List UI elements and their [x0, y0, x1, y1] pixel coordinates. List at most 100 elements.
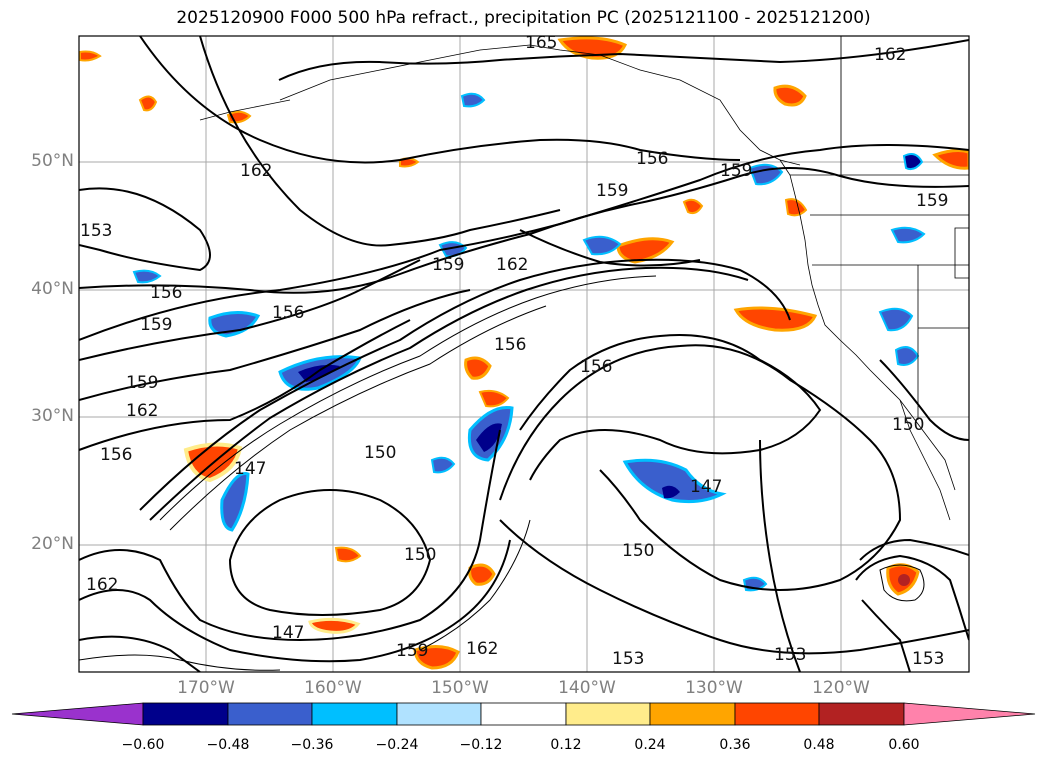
precip-patch [890, 226, 926, 244]
coastlines [199, 36, 969, 521]
contour-label: 159 [596, 181, 628, 201]
border-states [810, 36, 969, 420]
precip-patch [932, 149, 969, 170]
contour-line [499, 519, 969, 655]
coastline-us-west [804, 239, 956, 491]
precip-patch [582, 235, 622, 256]
contour-line [859, 538, 969, 561]
colorbar-tick-label: 0.36 [719, 737, 751, 753]
contour-label: 153 [774, 645, 806, 665]
contour-label: 150 [892, 415, 924, 435]
contour-line-thin [159, 275, 657, 521]
coastline-baja [899, 399, 951, 521]
colorbar-extend-high [903, 702, 1036, 726]
precip-patch [784, 198, 808, 217]
precip-patch [430, 456, 456, 474]
lat-label: 30°N [31, 406, 74, 426]
contour-label: 147 [690, 477, 722, 497]
contour-line [499, 344, 902, 591]
precip-patch [79, 50, 102, 62]
colorbar-tick-label: 0.12 [550, 737, 582, 753]
colorbar-segment [311, 702, 398, 726]
precip-patch [464, 356, 492, 380]
contour-line [879, 359, 969, 441]
contour-label: 162 [126, 401, 158, 421]
lon-label: 130°W [685, 678, 743, 698]
contour-line [139, 258, 791, 511]
colorbar-segment [142, 702, 229, 726]
contour-label: 150 [364, 443, 396, 463]
contour-line [149, 266, 749, 521]
precip-patch [334, 546, 362, 563]
contour-label: 153 [612, 649, 644, 669]
contour-line [759, 439, 801, 672]
graticule [79, 36, 969, 672]
lon-label: 150°W [431, 678, 489, 698]
contour-label: 156 [150, 283, 182, 303]
colorbar-segment [396, 702, 482, 726]
lat-label: 50°N [31, 151, 74, 171]
precip-patch [898, 574, 910, 586]
contour-line [228, 489, 432, 616]
contour-label: 156 [272, 303, 304, 323]
colorbar-extend-low [11, 702, 144, 726]
colorbar-tick-label: −0.60 [121, 737, 165, 753]
precip-patch [132, 269, 162, 284]
refractivity-contours-thin [79, 275, 925, 671]
contour-label: 156 [100, 445, 132, 465]
contour-label: 159 [720, 161, 752, 181]
lat-label: 40°N [31, 279, 74, 299]
precip-patch [220, 472, 250, 532]
contour-line [79, 539, 511, 663]
contour-line [199, 36, 561, 247]
contour-label: 159 [126, 373, 158, 393]
precip-patch [478, 389, 510, 408]
precip-patch [138, 95, 158, 112]
map-title: 2025120900 F000 500 hPa refract., precip… [176, 8, 871, 28]
contour-line-thin [879, 564, 925, 602]
colorbar-tick-label: −0.36 [290, 737, 334, 753]
colorbar-segment [565, 702, 651, 726]
colorbar-tick-label: 0.60 [888, 737, 920, 753]
contour-line-thin [169, 305, 547, 531]
precipitation-patches [79, 36, 969, 670]
colorbar-segment [734, 702, 820, 726]
colorbar-segment [818, 702, 905, 726]
lon-label: 170°W [177, 678, 235, 698]
contour-line [861, 599, 911, 672]
precip-patch [682, 198, 704, 215]
colorbar-tick-label: 0.48 [803, 737, 835, 753]
contour-line [79, 429, 501, 642]
contour-line [519, 334, 822, 481]
contour-line [79, 319, 411, 451]
lon-label: 140°W [558, 678, 616, 698]
contour-label: 165 [525, 33, 557, 53]
contour-label: 153 [912, 649, 944, 669]
precip-patch [733, 306, 818, 332]
contour-label: 159 [432, 255, 464, 275]
contour-label: 150 [404, 545, 436, 565]
colorbar [11, 702, 1036, 726]
precip-patch [468, 563, 496, 586]
contour-line [519, 229, 701, 267]
contour-label: 162 [240, 161, 272, 181]
contour-label: 162 [86, 575, 118, 595]
colorbar-segment [480, 702, 567, 726]
colorbar-tick-label: −0.24 [375, 737, 419, 753]
contour-label: 147 [272, 623, 304, 643]
lat-label: 20°N [31, 534, 74, 554]
contour-label: 162 [466, 639, 498, 659]
colorbar-segment [227, 702, 313, 726]
contour-line [79, 635, 201, 672]
refractivity-contours [79, 36, 969, 672]
lon-label: 160°W [304, 678, 362, 698]
coastline-bc [779, 159, 806, 241]
precip-patch [476, 423, 502, 452]
precip-patch [622, 458, 727, 503]
contour-line-thin [419, 519, 531, 651]
contour-line [79, 259, 421, 361]
colorbar-segment [649, 702, 736, 726]
precip-patch [308, 617, 361, 634]
precip-patch [662, 485, 680, 499]
